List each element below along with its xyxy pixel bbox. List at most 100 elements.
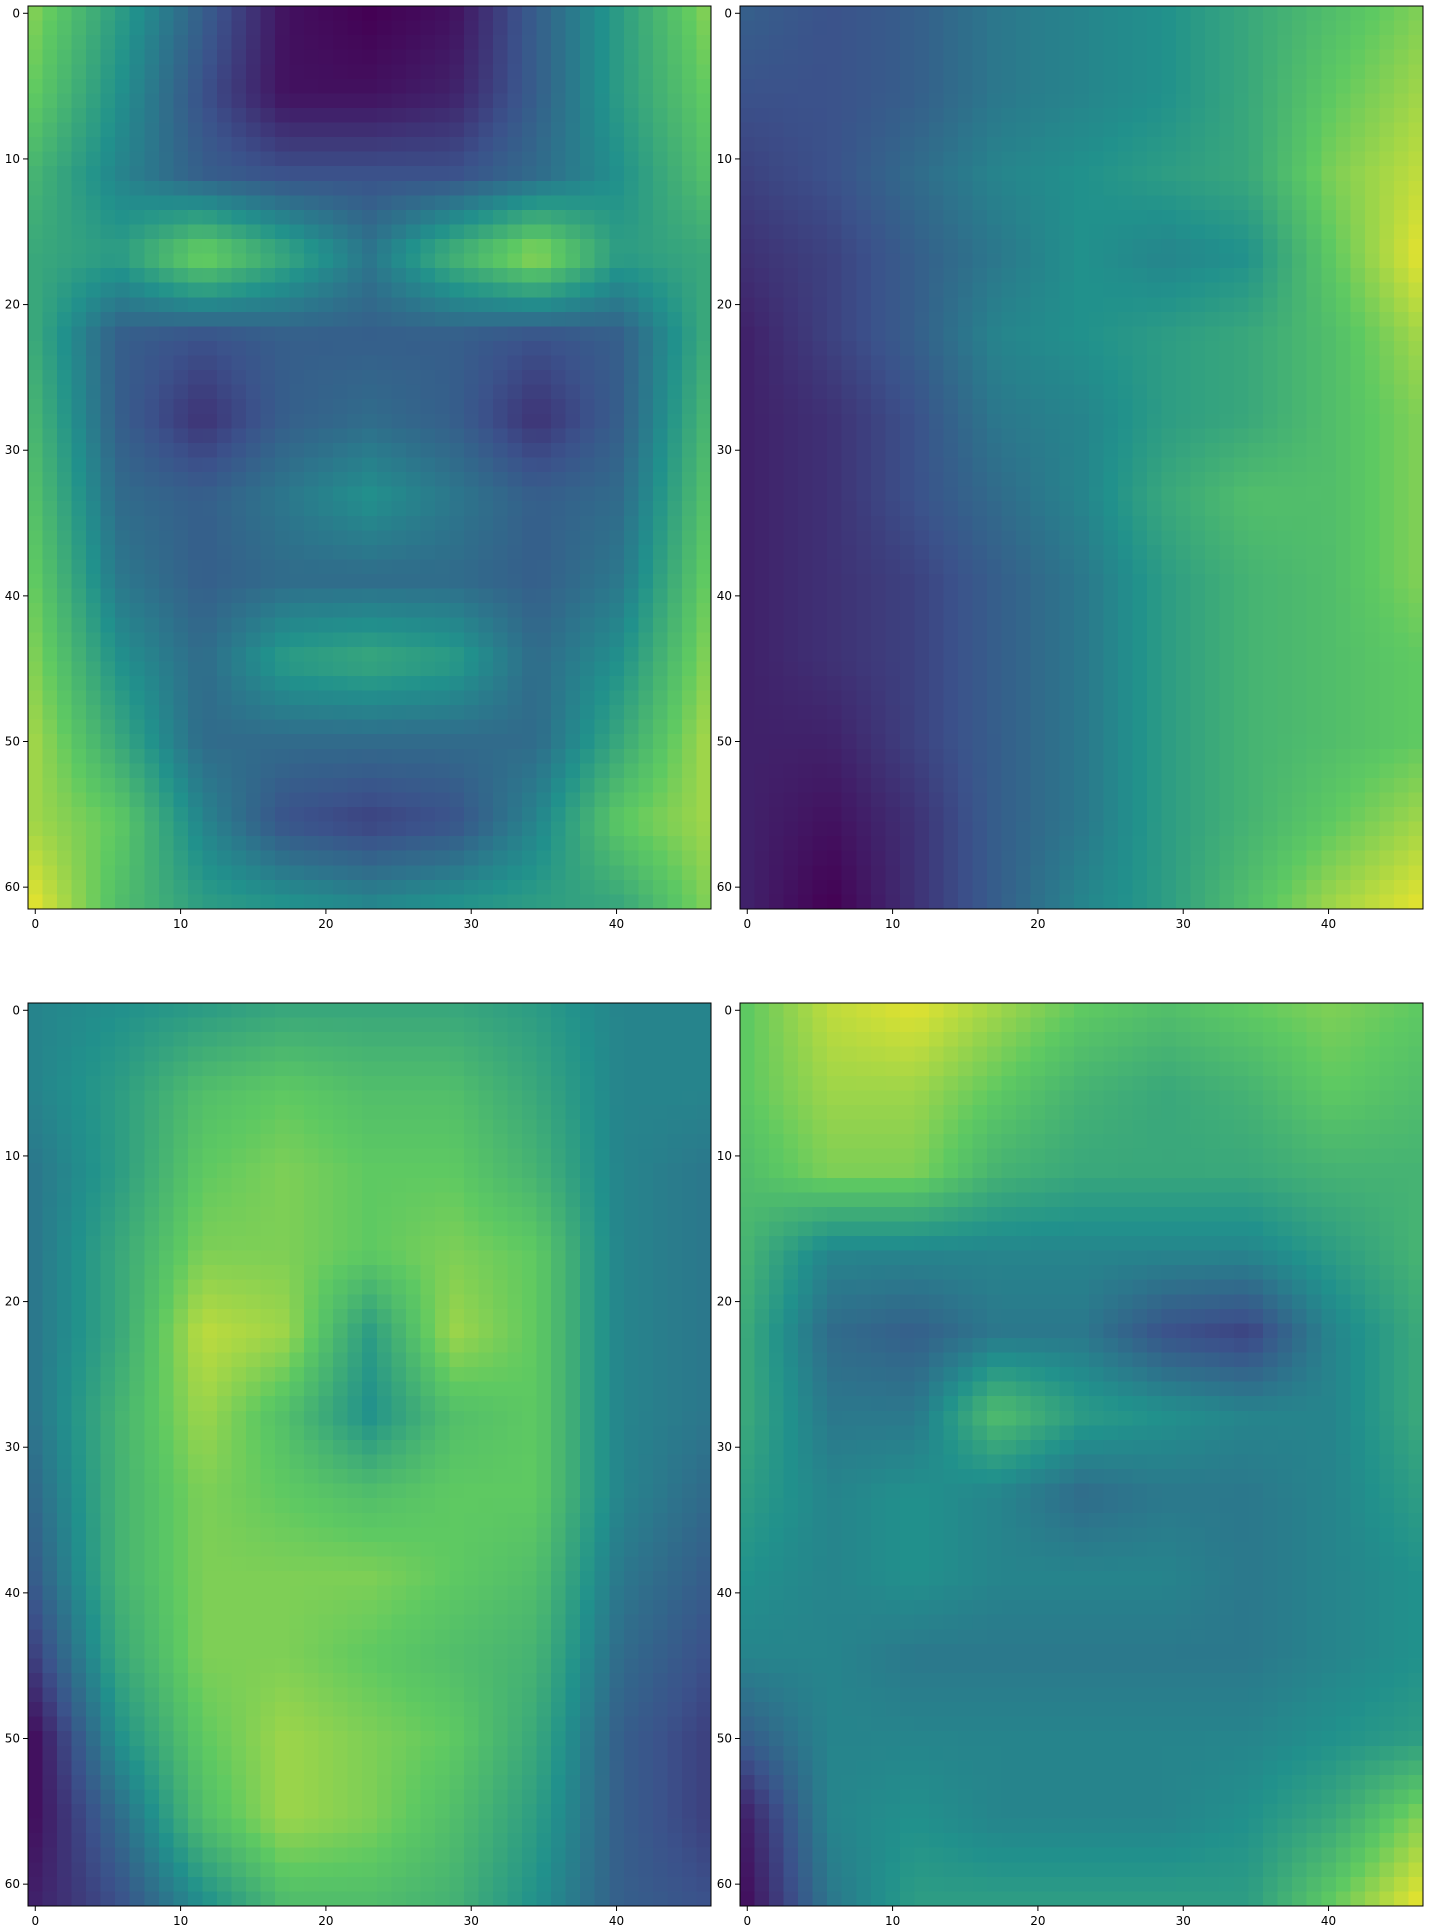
heatmap-cell	[333, 544, 349, 561]
heatmap-cell	[667, 151, 683, 167]
heatmap-cell	[1205, 253, 1221, 269]
heatmap-cell	[623, 501, 639, 517]
heatmap-cell	[696, 486, 712, 502]
heatmap-cell	[551, 603, 567, 619]
heatmap-cell	[71, 209, 87, 226]
heatmap-cell	[1393, 209, 1410, 226]
heatmap-cell	[885, 617, 901, 633]
heatmap-cell	[318, 355, 334, 371]
heatmap-cell	[1393, 151, 1410, 167]
heatmap-cell	[158, 675, 174, 692]
heatmap-cell	[957, 239, 974, 255]
heatmap-cell	[667, 35, 683, 51]
heatmap-cell	[1088, 486, 1104, 502]
heatmap-cell	[1074, 224, 1090, 240]
heatmap-cell	[827, 413, 843, 429]
heatmap-cell	[1088, 442, 1104, 459]
heatmap-cell	[623, 137, 639, 153]
heatmap-cell	[129, 340, 145, 357]
heatmap-cell	[580, 777, 596, 794]
heatmap-cell	[565, 49, 581, 65]
heatmap-cell	[972, 35, 988, 51]
heatmap-cell	[216, 850, 233, 866]
heatmap-cell	[507, 49, 523, 65]
heatmap-cell	[1335, 472, 1351, 488]
heatmap-cell	[522, 311, 538, 328]
heatmap-cell	[202, 340, 218, 357]
heatmap-cell	[783, 268, 799, 284]
heatmap-cell	[754, 501, 770, 517]
heatmap-cell	[1248, 544, 1264, 561]
heatmap-cell	[362, 137, 378, 153]
heatmap-cell	[928, 64, 945, 80]
heatmap-cell	[1306, 617, 1322, 633]
heatmap-cell	[187, 195, 203, 211]
heatmap-cell	[943, 544, 959, 561]
heatmap-cell	[1292, 93, 1308, 109]
heatmap-cell	[870, 370, 886, 386]
heatmap-cell	[1175, 166, 1192, 182]
heatmap-cell	[856, 93, 872, 109]
heatmap-cell	[260, 268, 276, 284]
heatmap-cell	[449, 209, 465, 226]
heatmap-cell	[798, 122, 814, 138]
heatmap-cell	[1045, 617, 1061, 633]
heatmap-cell	[1234, 603, 1250, 619]
heatmap-cell	[1132, 311, 1148, 328]
heatmap-cell	[1292, 107, 1308, 124]
heatmap-cell	[493, 763, 509, 779]
heatmap-cell	[420, 355, 436, 371]
heatmap-cell	[187, 646, 203, 662]
heatmap-cell	[318, 428, 334, 444]
heatmap-cell	[609, 559, 625, 575]
heatmap-cell	[449, 472, 465, 488]
heatmap-cell	[1321, 472, 1337, 488]
heatmap-cell	[376, 850, 392, 866]
heatmap-cell	[652, 282, 668, 298]
heatmap-cell	[565, 748, 581, 764]
heatmap-cell	[1277, 6, 1293, 22]
heatmap-cell	[289, 661, 305, 677]
heatmap-cell	[362, 850, 378, 866]
heatmap-cell	[100, 253, 116, 269]
heatmap-cell	[856, 413, 872, 429]
heatmap-cell	[987, 64, 1003, 80]
heatmap-cell	[173, 501, 189, 517]
heatmap-cell	[1088, 137, 1104, 153]
heatmap-cell	[1408, 399, 1424, 415]
heatmap-cell	[841, 457, 857, 473]
heatmap-cell	[158, 122, 174, 138]
heatmap-cell	[289, 719, 305, 735]
heatmap-cell	[783, 78, 799, 94]
heatmap-cell	[1016, 107, 1032, 124]
heatmap-cell	[100, 850, 116, 866]
heatmap-cell	[1205, 442, 1221, 459]
heatmap-cell	[1408, 49, 1424, 65]
heatmap-cell	[536, 49, 552, 65]
heatmap-cell	[362, 224, 378, 240]
heatmap-cell	[740, 151, 756, 167]
heatmap-cell	[260, 894, 276, 910]
heatmap-cell	[1074, 355, 1090, 371]
heatmap-cell	[275, 836, 291, 852]
heatmap-cell	[333, 166, 349, 182]
heatmap-cell	[304, 64, 320, 80]
heatmap-cell	[231, 49, 247, 65]
heatmap-cell	[1205, 326, 1221, 342]
heatmap-cell	[870, 501, 886, 517]
heatmap-cell	[86, 530, 102, 546]
heatmap-cell	[115, 894, 131, 910]
heatmap-cell	[333, 661, 349, 677]
heatmap-cell	[638, 530, 654, 546]
heatmap-cell	[798, 370, 814, 386]
heatmap-cell	[928, 297, 945, 313]
heatmap-cell	[681, 675, 698, 692]
heatmap-cell	[57, 370, 73, 386]
heatmap-cell	[507, 384, 523, 400]
heatmap-cell	[434, 748, 451, 764]
heatmap-cell	[231, 20, 247, 36]
heatmap-cell	[1393, 603, 1410, 619]
heatmap-cell	[57, 865, 73, 881]
heatmap-cell	[420, 675, 436, 692]
heatmap-cell	[696, 763, 712, 779]
